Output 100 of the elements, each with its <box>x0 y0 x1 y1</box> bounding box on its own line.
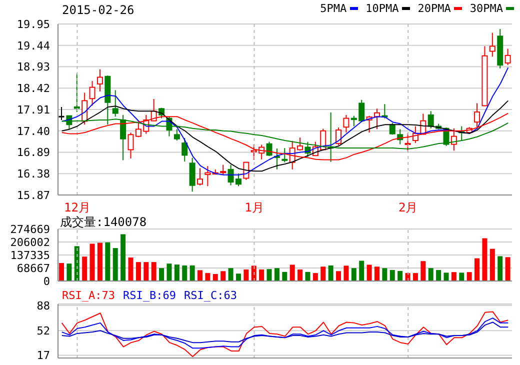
bar <box>228 268 234 281</box>
y-tick-label: 206002 <box>10 236 50 249</box>
bar <box>266 269 272 281</box>
bar <box>82 256 88 281</box>
bar <box>412 273 418 281</box>
y-tick-label: 19.44 <box>16 39 50 52</box>
candlestick <box>204 166 211 187</box>
y-tick-label: 18.93 <box>16 60 50 74</box>
bar <box>359 260 364 281</box>
bar <box>90 244 95 281</box>
bar <box>366 264 372 281</box>
bar <box>212 274 218 281</box>
chart-title: 成交量:140078 <box>60 214 147 231</box>
candlestick <box>182 138 188 162</box>
y-tick-label: 0 <box>43 274 50 288</box>
candlestick <box>74 72 80 113</box>
line-series <box>61 322 509 344</box>
bar <box>166 264 172 281</box>
legend-label: 30PMA <box>470 2 504 15</box>
bar <box>482 238 488 281</box>
bar <box>390 270 395 281</box>
bar <box>436 270 442 281</box>
bar <box>128 258 134 281</box>
x-tick-label: 1月 <box>244 200 264 215</box>
bar <box>120 234 126 281</box>
bar <box>328 265 334 281</box>
bar <box>190 265 195 281</box>
bar <box>320 266 326 281</box>
bar <box>298 269 303 281</box>
bar <box>505 257 510 281</box>
y-tick-label: 16.89 <box>16 146 50 160</box>
bar <box>398 270 403 281</box>
bar <box>205 273 210 281</box>
bar <box>312 273 318 281</box>
x-tick-label: 12月 <box>64 200 90 215</box>
bar <box>336 271 342 281</box>
line-series <box>61 311 509 358</box>
bar <box>351 268 356 281</box>
candlestick <box>58 106 64 120</box>
y-tick-label: 19.95 <box>16 18 50 31</box>
line-series <box>61 318 509 349</box>
bar <box>144 262 149 281</box>
bar <box>151 262 156 281</box>
candlestick <box>336 127 342 146</box>
bar <box>428 268 434 281</box>
bar <box>236 274 241 281</box>
bar <box>259 269 264 281</box>
bar <box>374 266 380 281</box>
text: RSI_C:63 <box>184 289 237 302</box>
y-tick-label: 17.91 <box>16 103 50 116</box>
bar <box>174 264 180 281</box>
y-tick-label: 17.40 <box>16 124 50 138</box>
text: RSI_B:69 <box>122 289 176 302</box>
series-label: RSI_A:73 <box>62 289 115 302</box>
bar <box>382 268 388 281</box>
candlestick <box>189 157 196 192</box>
y-tick-label: 88 <box>36 299 50 312</box>
y-tick-label: 137335 <box>10 248 50 262</box>
x-tick-label: 2月 <box>398 200 418 215</box>
candlestick <box>197 168 204 186</box>
candlestick <box>174 128 180 142</box>
chart-title: 2015-02-26 <box>62 3 134 17</box>
candlestick <box>450 128 457 152</box>
bar <box>66 264 72 281</box>
candlestick <box>343 114 350 134</box>
legend-label: 5PMA <box>320 2 348 15</box>
candlestick <box>89 80 96 106</box>
bar <box>105 242 110 281</box>
y-tick-label: 52 <box>36 324 50 338</box>
bar <box>244 269 249 281</box>
bar <box>274 268 280 281</box>
y-tick-label: 17 <box>36 349 50 362</box>
candlestick <box>404 132 411 152</box>
bar <box>459 272 464 281</box>
bar <box>282 272 288 281</box>
bar <box>290 264 295 281</box>
line-series <box>61 100 509 172</box>
legend-label: 20PMA <box>418 2 452 15</box>
candlestick <box>266 141 272 157</box>
bar <box>305 272 310 281</box>
bar <box>474 258 480 281</box>
bar <box>198 270 203 281</box>
bar <box>97 242 102 281</box>
bar <box>159 268 164 281</box>
candlestick <box>112 90 118 118</box>
bar <box>59 263 64 281</box>
candlestick <box>428 110 434 129</box>
bar <box>420 261 426 281</box>
bar <box>220 271 226 281</box>
y-tick-label: 18.42 <box>16 82 50 96</box>
candlestick <box>489 32 496 58</box>
y-tick-label: 16.38 <box>16 168 50 181</box>
bar <box>182 265 188 281</box>
bar <box>490 248 495 281</box>
legend-label: 10PMA <box>366 2 400 15</box>
candlestick <box>282 148 288 163</box>
bar <box>112 248 118 281</box>
bar <box>444 272 449 281</box>
y-tick-label: 68667 <box>16 262 50 275</box>
bar <box>136 262 141 281</box>
